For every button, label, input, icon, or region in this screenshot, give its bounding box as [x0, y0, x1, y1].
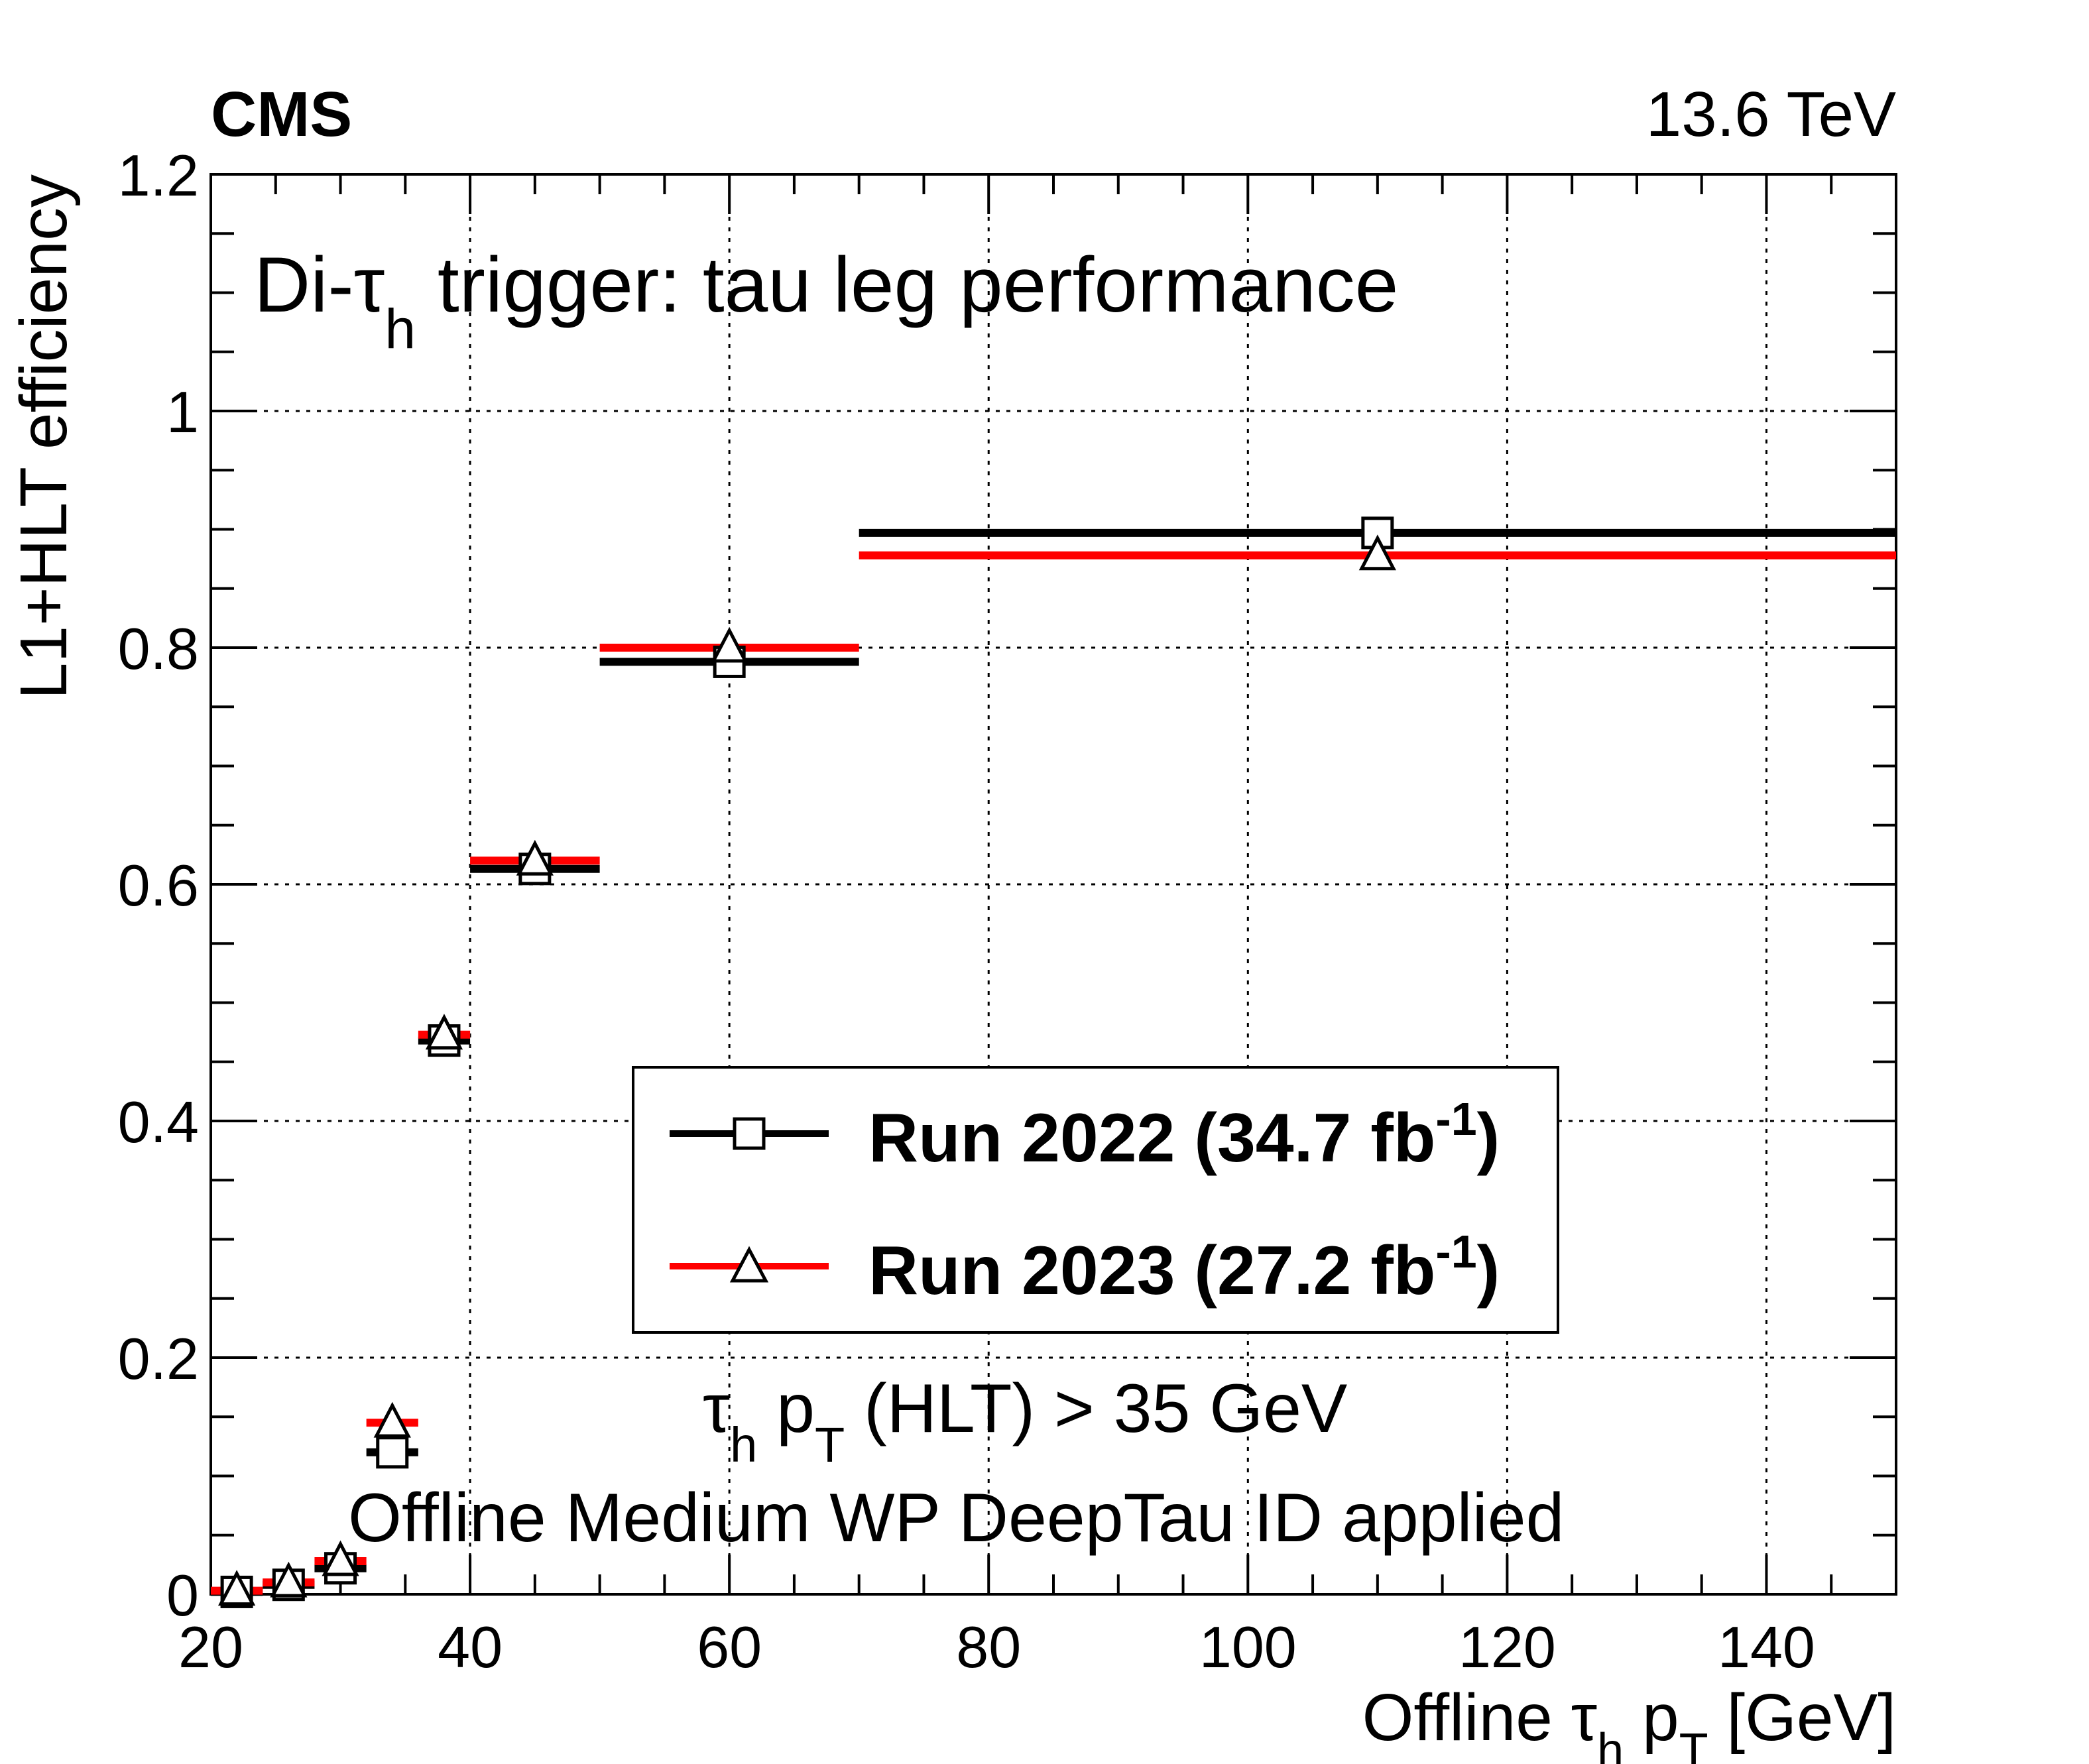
legend-2022-close: ): [1477, 1100, 1500, 1177]
legend-entry-2023: Run 2023 (27.2 fb-1): [868, 1226, 1500, 1309]
data-series: [211, 516, 1896, 1608]
xlabel-suffix: [GeV]: [1708, 1680, 1896, 1755]
cut-tau: τ: [703, 1370, 730, 1447]
xlabel-prefix: Offline τ: [1362, 1680, 1598, 1755]
legend-square-marker: [733, 1117, 766, 1150]
y-tick-label: 1.2: [118, 143, 199, 208]
plot-title-prefix: Di-τ: [254, 241, 385, 329]
experiment-label: CMS: [211, 79, 352, 150]
plot-title: Di-τh trigger: tau leg performance: [254, 241, 1398, 360]
y-tick-label: 0.4: [118, 1089, 199, 1155]
data-point-triangle: [516, 839, 554, 876]
legend-box: [632, 1066, 1559, 1334]
legend-2023-label: Run 2023 (27.2 fb: [868, 1232, 1435, 1309]
cut-rest: (HLT) > 35 GeV: [845, 1370, 1347, 1447]
y-tick-label: 1: [166, 379, 199, 445]
legend-2023-close: ): [1477, 1232, 1500, 1309]
data-point-triangle: [711, 626, 748, 663]
legend-triangle-marker: [729, 1246, 769, 1283]
y-tick-label: 0: [166, 1562, 199, 1628]
axis-ticks: [209, 173, 1897, 1596]
x-tick-label: 140: [1718, 1614, 1815, 1680]
x-tick-label: 60: [697, 1614, 762, 1680]
x-tick-label: 40: [438, 1614, 503, 1680]
data-point-triangle: [270, 1561, 308, 1598]
xlabel-h: h: [1597, 1724, 1624, 1764]
x-tick-label: 80: [956, 1614, 1021, 1680]
x-tick-label: 100: [1199, 1614, 1297, 1680]
xlabel-p: p: [1624, 1680, 1679, 1755]
legend-2022-label: Run 2022 (34.7 fb: [868, 1100, 1435, 1177]
plot-title-suffix: trigger: tau leg performance: [416, 241, 1398, 329]
x-tick-labels: 20 40 60 80 100 120 140: [178, 1614, 1815, 1680]
x-tick-label: 20: [178, 1614, 243, 1680]
cut-p: p: [757, 1370, 815, 1447]
data-point-triangle: [425, 1014, 463, 1050]
legend-2023-sup: -1: [1435, 1226, 1476, 1277]
y-tick-label: 0.8: [118, 616, 199, 681]
x-axis-label: Offline τh pT [GeV]: [1362, 1680, 1896, 1764]
energy-label: 13.6 TeV: [1646, 79, 1896, 150]
data-point-triangle: [322, 1540, 359, 1576]
legend-2022-sup: -1: [1435, 1093, 1476, 1145]
legend-entry-2022: Run 2022 (34.7 fb-1): [868, 1093, 1500, 1177]
y-tick-label: 0.6: [118, 853, 199, 918]
data-point-square: [376, 1436, 409, 1469]
data-point-triangle: [217, 1570, 256, 1606]
data-point-triangle: [1358, 534, 1396, 571]
hlt-cut-note: τh pT (HLT) > 35 GeV: [703, 1370, 1347, 1472]
plot-title-sub: h: [385, 298, 416, 360]
data-point-triangle: [373, 1401, 411, 1438]
y-tick-label: 0.2: [118, 1326, 199, 1391]
cut-T: T: [815, 1417, 845, 1472]
deeptau-id-note: Offline Medium WP DeepTau ID applied: [348, 1480, 1564, 1557]
y-tick-labels: 0 0.2 0.4 0.6 0.8 1 1.2: [118, 143, 199, 1628]
y-axis-label: L1+HLT efficiency: [7, 174, 81, 699]
x-tick-label: 120: [1459, 1614, 1556, 1680]
grid: [211, 174, 1896, 1594]
legend: Run 2022 (34.7 fb-1) Run 2023 (27.2 fb-1…: [632, 1066, 1559, 1334]
xlabel-T: T: [1679, 1724, 1708, 1764]
cut-h: h: [730, 1417, 757, 1472]
